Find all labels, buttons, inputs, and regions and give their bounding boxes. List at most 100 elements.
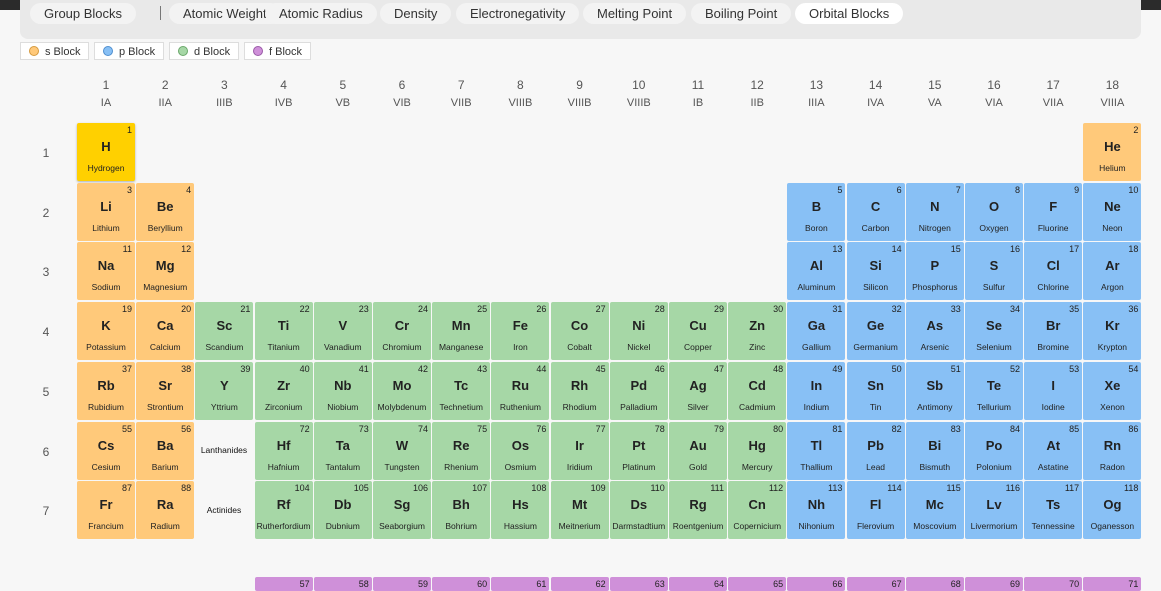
element-db[interactable]: 105 Db Dubnium xyxy=(313,481,372,540)
element-tl[interactable]: 81 Tl Thallium xyxy=(787,421,846,480)
element-tc[interactable]: 43 Tc Technetium xyxy=(432,361,491,420)
element-hg[interactable]: 80 Hg Mercury xyxy=(728,421,787,480)
element-br[interactable]: 35 Br Bromine xyxy=(1024,302,1083,361)
element-ar[interactable]: 18 Ar Argon xyxy=(1083,242,1142,301)
element-s[interactable]: 16 S Sulfur xyxy=(965,242,1023,301)
tab-melting-point[interactable]: Melting Point xyxy=(583,3,687,24)
element-he[interactable]: 2 He Helium xyxy=(1083,123,1142,181)
element-w[interactable]: 74 W Tungsten xyxy=(373,421,431,480)
element-co[interactable]: 27 Co Cobalt xyxy=(550,302,609,361)
element-f-block-60[interactable]: 60 xyxy=(432,577,491,591)
element-hs[interactable]: 108 Hs Hassium xyxy=(491,481,550,540)
element-ni[interactable]: 28 Ni Nickel xyxy=(609,302,668,361)
element-si[interactable]: 14 Si Silicon xyxy=(846,242,905,301)
element-h[interactable]: 1 H Hydrogen xyxy=(77,123,135,181)
element-nb[interactable]: 41 Nb Niobium xyxy=(313,361,372,420)
element-f-block-67[interactable]: 67 xyxy=(846,577,905,591)
element-rf[interactable]: 104 Rf Rutherfordium xyxy=(254,481,313,540)
element-ga[interactable]: 31 Ga Gallium xyxy=(787,302,846,361)
element-f-block-57[interactable]: 57 xyxy=(254,577,313,591)
element-p[interactable]: 15 P Phosphorus xyxy=(905,242,964,301)
element-mt[interactable]: 109 Mt Meitnerium xyxy=(550,481,609,540)
element-rb[interactable]: 37 Rb Rubidium xyxy=(77,361,135,420)
element-ta[interactable]: 73 Ta Tantalum xyxy=(313,421,372,480)
element-ti[interactable]: 22 Ti Titanium xyxy=(254,302,313,361)
element-k[interactable]: 19 K Potassium xyxy=(77,302,135,361)
element-pt[interactable]: 78 Pt Platinum xyxy=(609,421,668,480)
element-sb[interactable]: 51 Sb Antimony xyxy=(905,361,964,420)
element-te[interactable]: 52 Te Tellurium xyxy=(965,361,1023,420)
element-mn[interactable]: 25 Mn Manganese xyxy=(432,302,491,361)
element-re[interactable]: 75 Re Rhenium xyxy=(432,421,491,480)
element-c[interactable]: 6 C Carbon xyxy=(846,182,905,241)
element-cd[interactable]: 48 Cd Cadmium xyxy=(728,361,787,420)
element-sg[interactable]: 106 Sg Seaborgium xyxy=(373,481,431,540)
element-nh[interactable]: 113 Nh Nihonium xyxy=(787,481,846,540)
element-se[interactable]: 34 Se Selenium xyxy=(965,302,1023,361)
element-os[interactable]: 76 Os Osmium xyxy=(491,421,550,480)
element-cu[interactable]: 29 Cu Copper xyxy=(669,302,727,361)
element-al[interactable]: 13 Al Aluminum xyxy=(787,242,846,301)
element-f-block-65[interactable]: 65 xyxy=(728,577,787,591)
element-mo[interactable]: 42 Mo Molybdenum xyxy=(373,361,431,420)
element-be[interactable]: 4 Be Beryllium xyxy=(136,182,195,241)
element-as[interactable]: 33 As Arsenic xyxy=(905,302,964,361)
element-f-block-62[interactable]: 62 xyxy=(550,577,609,591)
element-f-block-64[interactable]: 64 xyxy=(669,577,727,591)
element-cr[interactable]: 24 Cr Chromium xyxy=(373,302,431,361)
element-kr[interactable]: 36 Kr Krypton xyxy=(1083,302,1142,361)
element-li[interactable]: 3 Li Lithium xyxy=(77,182,135,241)
element-f-block-63[interactable]: 63 xyxy=(609,577,668,591)
element-b[interactable]: 5 B Boron xyxy=(787,182,846,241)
element-fe[interactable]: 26 Fe Iron xyxy=(491,302,550,361)
element-ge[interactable]: 32 Ge Germanium xyxy=(846,302,905,361)
element-mc[interactable]: 115 Mc Moscovium xyxy=(905,481,964,540)
element-ir[interactable]: 77 Ir Iridium xyxy=(550,421,609,480)
element-f-block-71[interactable]: 71 xyxy=(1083,577,1142,591)
element-at[interactable]: 85 At Astatine xyxy=(1024,421,1083,480)
tab-group-blocks[interactable]: Group Blocks xyxy=(30,3,137,24)
element-fr[interactable]: 87 Fr Francium xyxy=(77,481,135,540)
element-zr[interactable]: 40 Zr Zirconium xyxy=(254,361,313,420)
element-pb[interactable]: 82 Pb Lead xyxy=(846,421,905,480)
element-bi[interactable]: 83 Bi Bismuth xyxy=(905,421,964,480)
tab-boiling-point[interactable]: Boiling Point xyxy=(691,3,792,24)
element-ru[interactable]: 44 Ru Ruthenium xyxy=(491,361,550,420)
element-mg[interactable]: 12 Mg Magnesium xyxy=(136,242,195,301)
element-sn[interactable]: 50 Sn Tin xyxy=(846,361,905,420)
element-ca[interactable]: 20 Ca Calcium xyxy=(136,302,195,361)
element-f-block-61[interactable]: 61 xyxy=(491,577,550,591)
element-n[interactable]: 7 N Nitrogen xyxy=(905,182,964,241)
element-cn[interactable]: 112 Cn Copernicium xyxy=(728,481,787,540)
element-f-block-66[interactable]: 66 xyxy=(787,577,846,591)
tab-atomic-weight[interactable]: Atomic Weight xyxy=(169,3,281,24)
element-na[interactable]: 11 Na Sodium xyxy=(77,242,135,301)
element-ag[interactable]: 47 Ag Silver xyxy=(669,361,727,420)
element-lv[interactable]: 116 Lv Livermorium xyxy=(965,481,1023,540)
element-f-block-69[interactable]: 69 xyxy=(965,577,1023,591)
element-o[interactable]: 8 O Oxygen xyxy=(965,182,1023,241)
element-cl[interactable]: 17 Cl Chlorine xyxy=(1024,242,1083,301)
tab-orbital-blocks[interactable]: Orbital Blocks xyxy=(795,3,904,24)
element-rn[interactable]: 86 Rn Radon xyxy=(1083,421,1142,480)
element-pd[interactable]: 46 Pd Palladium xyxy=(609,361,668,420)
element-rh[interactable]: 45 Rh Rhodium xyxy=(550,361,609,420)
element-cs[interactable]: 55 Cs Cesium xyxy=(77,421,135,480)
element-zn[interactable]: 30 Zn Zinc xyxy=(728,302,787,361)
element-au[interactable]: 79 Au Gold xyxy=(669,421,727,480)
element-og[interactable]: 118 Og Oganesson xyxy=(1083,481,1142,540)
element-xe[interactable]: 54 Xe Xenon xyxy=(1083,361,1142,420)
element-y[interactable]: 39 Y Yttrium xyxy=(195,361,254,420)
element-rg[interactable]: 111 Rg Roentgenium xyxy=(669,481,727,540)
element-bh[interactable]: 107 Bh Bohrium xyxy=(432,481,491,540)
element-ne[interactable]: 10 Ne Neon xyxy=(1083,182,1142,241)
element-f[interactable]: 9 F Fluorine xyxy=(1024,182,1083,241)
element-f-block-58[interactable]: 58 xyxy=(313,577,372,591)
element-in[interactable]: 49 In Indium xyxy=(787,361,846,420)
element-ra[interactable]: 88 Ra Radium xyxy=(136,481,195,540)
element-hf[interactable]: 72 Hf Hafnium xyxy=(254,421,313,480)
element-ba[interactable]: 56 Ba Barium xyxy=(136,421,195,480)
element-f-block-59[interactable]: 59 xyxy=(373,577,431,591)
element-ds[interactable]: 110 Ds Darmstadtium xyxy=(609,481,668,540)
element-f-block-68[interactable]: 68 xyxy=(905,577,964,591)
